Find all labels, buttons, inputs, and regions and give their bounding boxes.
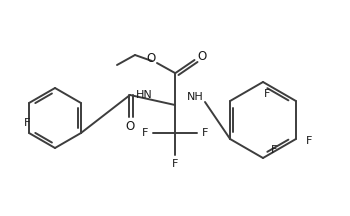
Text: HN: HN [136,90,153,100]
Text: F: F [172,159,178,169]
Text: O: O [197,49,206,62]
Text: F: F [202,128,208,138]
Text: NH: NH [187,92,203,102]
Text: F: F [24,118,30,128]
Text: F: F [306,136,312,146]
Text: O: O [146,52,156,65]
Text: F: F [271,145,277,155]
Text: F: F [264,89,270,99]
Text: O: O [125,119,135,132]
Text: F: F [142,128,148,138]
